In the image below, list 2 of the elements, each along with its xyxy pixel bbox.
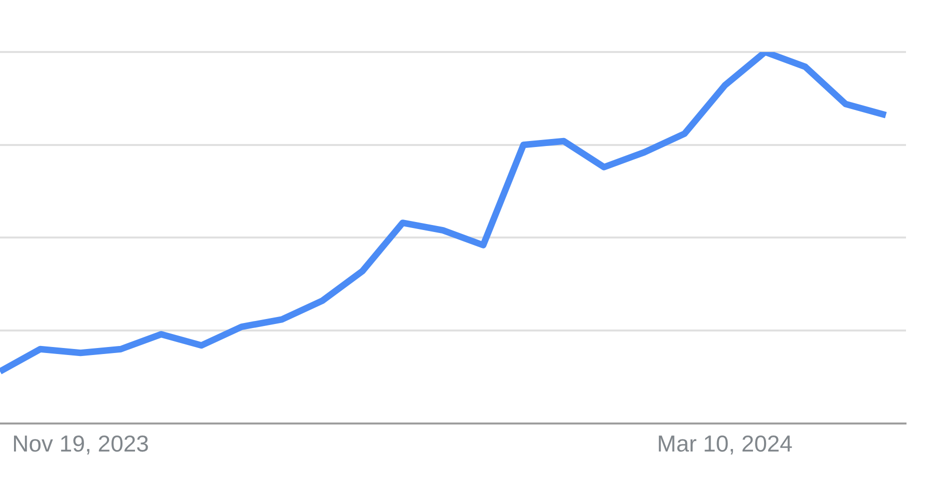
x-tick-label: Mar 10, 2024	[657, 430, 793, 457]
x-tick-label: Nov 19, 2023	[12, 430, 149, 457]
